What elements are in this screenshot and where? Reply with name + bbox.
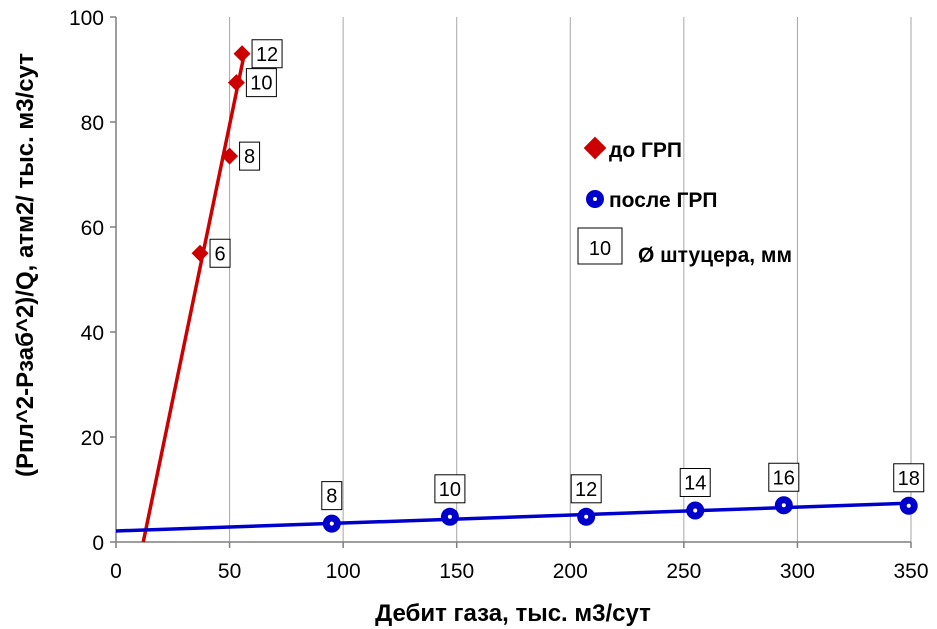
y-tick-label: 60 [81,217,104,240]
data-point-center [447,514,452,519]
data-label: 16 [773,467,795,489]
x-tick-label: 250 [666,560,701,583]
data-label-box [768,462,800,492]
x-tick-label: 100 [326,560,361,583]
data-label-box [893,463,925,493]
trendline [141,53,247,543]
data-point-center [906,503,911,508]
data-point-center [781,503,786,508]
data-point-center [693,508,698,513]
x-tick-label: 350 [893,560,928,583]
legend-label-after-frac: после ГРП [609,189,718,212]
data-point [227,74,245,92]
data-label: 10 [439,479,461,501]
y-tick-label: 80 [81,112,104,135]
y-tick-label: 100 [69,7,104,30]
data-label-box [434,474,466,504]
data-label: 18 [898,468,920,490]
data-label-box [239,141,261,171]
data-point-center [584,514,589,519]
data-label: 10 [250,73,272,95]
y-tick-label: 40 [81,322,104,345]
data-label: 8 [244,146,255,168]
data-label-box [679,468,711,497]
data-label-box [321,481,343,511]
legend-label-box [577,227,623,265]
axes [110,16,912,548]
tick-labels: 0 20 40 60 80 100 0 50 100 150 200 250 300 350 [69,7,929,583]
x-tick-label: 150 [439,560,474,583]
data-label-box [570,474,602,504]
legend-label-box-text: Ø штуцера, мм [638,244,792,267]
data-labels: 6 8 10 12 8 10 12 14 16 18 [209,39,925,511]
data-label: 12 [575,479,597,501]
legend: до ГРП после ГРП 10 Ø штуцера, мм [577,136,792,267]
y-tick-label: 20 [81,427,104,450]
data-label: 12 [256,44,278,66]
x-tick-label: 50 [218,560,241,583]
x-tick-label: 300 [780,560,815,583]
legend-label-box-sample: 10 [589,238,611,260]
data-label: 8 [326,486,337,508]
x-axis-title: Дебит газа, тыс. м3/сут [375,600,651,627]
data-marks [191,45,918,533]
data-point-center [329,521,334,526]
y-axis-title: (Рпл^2-Рзаб^2)/Q, атм2/ тыс. м3/сут [12,53,39,477]
data-label-box [251,39,283,69]
legend-marker-before-frac [583,136,607,160]
data-point [233,45,251,63]
x-tick-label: 200 [553,560,588,583]
data-label: 14 [684,473,706,495]
data-label: 6 [214,243,225,265]
data-label-box [209,238,231,268]
y-tick-label: 0 [92,532,104,555]
data-point [191,244,209,262]
data-point [221,147,239,165]
x-tick-label: 0 [110,560,122,583]
legend-label-before-frac: до ГРП [609,139,682,162]
data-label-box [245,68,277,98]
grid [229,17,912,542]
